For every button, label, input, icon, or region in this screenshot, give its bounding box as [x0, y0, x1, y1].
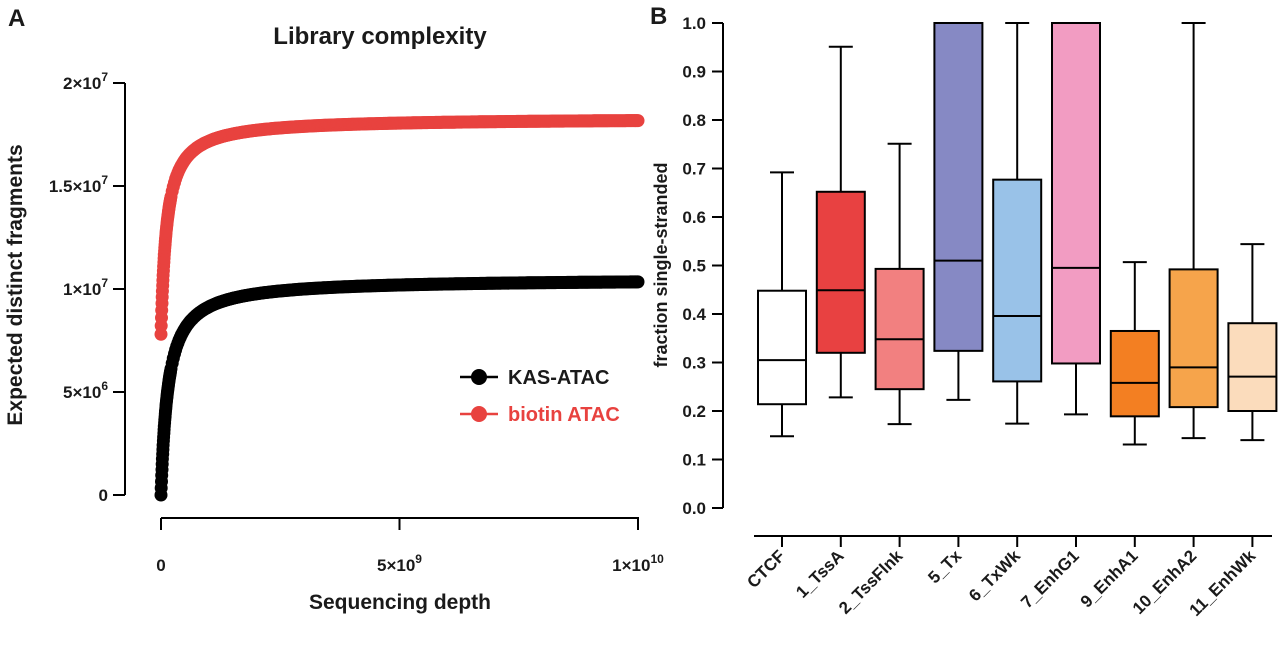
x-tick-label: 0: [156, 556, 165, 575]
x-tick-label-b: 7_EnhG1: [1017, 546, 1083, 612]
y-tick-label-b: 0.2: [682, 402, 706, 421]
y-tick-label-b: 0.3: [682, 354, 706, 373]
chart-title: Library complexity: [273, 23, 487, 50]
legend: KAS-ATAC biotin ATAC: [460, 367, 620, 426]
box-body: [1051, 22, 1101, 365]
point-kas-atac: [631, 275, 645, 289]
y-tick-label-b: 0.7: [682, 160, 706, 179]
box-plot-area: [757, 22, 1278, 446]
y-axis-ticks: 0 5×106 1×107 1.5×107 2×107: [49, 70, 125, 505]
x-tick-label-b: 1_TssA: [792, 546, 847, 601]
box-11_enhwk: [1227, 243, 1278, 442]
box-body: [1227, 322, 1278, 412]
y-tick-label: 5×106: [63, 379, 108, 402]
y-axis-title: Expected distinct fragments: [4, 144, 27, 425]
point-biotin-atac: [631, 114, 645, 128]
box-1_tssa: [815, 45, 866, 399]
legend-label-kas-atac: KAS-ATAC: [508, 367, 609, 389]
y-tick-label-b: 1.0: [682, 14, 706, 33]
panel-a-library-complexity: A Library complexity 0 5×106 1×107 1.5×107 2…: [4, 5, 664, 614]
legend-marker-biotin-atac: [471, 406, 487, 422]
box-9_enha1: [1109, 261, 1160, 446]
panel-a-label: A: [8, 5, 25, 32]
legend-marker-kas-atac: [471, 369, 487, 385]
y-tick-label: 1×107: [63, 276, 108, 299]
y-tick-label-b: 0.0: [682, 499, 706, 518]
panel-b-label: B: [650, 3, 667, 30]
box-7_enhg1: [1051, 22, 1101, 416]
y-tick-label-b: 0.4: [682, 305, 706, 324]
x-tick-label-b: 2_TssFlnk: [835, 546, 907, 618]
box-6_txwk: [992, 22, 1043, 425]
y-axis-title-b: fraction single-stranded: [651, 162, 671, 367]
x-tick-label: 1×1010: [612, 552, 664, 575]
y-tick-label: 0: [99, 486, 108, 505]
box-10_enha2: [1168, 22, 1219, 440]
y-tick-label-b: 0.1: [682, 451, 706, 470]
y-tick-label-b: 0.6: [682, 208, 706, 227]
box-body: [992, 178, 1043, 383]
panel-b-boxplot: B fraction single-stranded 0.00.10.20.30…: [650, 3, 1278, 620]
box-5_tx: [933, 22, 984, 401]
box-body: [815, 190, 866, 354]
box-body: [1168, 268, 1219, 409]
y-tick-label-b: 0.5: [682, 257, 706, 276]
x-tick-label-b: 5_Tx: [924, 546, 965, 587]
x-tick-label: 5×109: [377, 552, 422, 575]
scatter-plot-area: [154, 114, 645, 502]
box-body: [1109, 329, 1160, 418]
y-axis-ticks-b: 0.0 0.1 0.2 0.3 0.4 0.5 0.6 0.7 0.8 0.9 1.0: [682, 14, 723, 518]
box-body: [757, 289, 807, 406]
legend-label-biotin-atac: biotin ATAC: [508, 404, 620, 426]
y-tick-label: 2×107: [63, 70, 108, 93]
box-body: [874, 267, 925, 391]
x-axis-ticks: 0 5×109 1×1010: [156, 518, 664, 575]
legend-item-kas-atac: KAS-ATAC: [460, 367, 609, 389]
legend-item-biotin-atac: biotin ATAC: [460, 404, 620, 426]
y-tick-label: 1.5×107: [49, 173, 108, 196]
box-body: [933, 22, 984, 352]
y-tick-label-b: 0.8: [682, 111, 706, 130]
box-2_tssflnk: [874, 142, 925, 426]
box-ctcf: [757, 171, 807, 438]
y-tick-label-b: 0.9: [682, 63, 706, 82]
x-axis-title: Sequencing depth: [309, 591, 491, 614]
x-tick-label-b: CTCF: [743, 546, 788, 591]
x-tick-label-b: 6_TxWk: [965, 546, 1024, 605]
